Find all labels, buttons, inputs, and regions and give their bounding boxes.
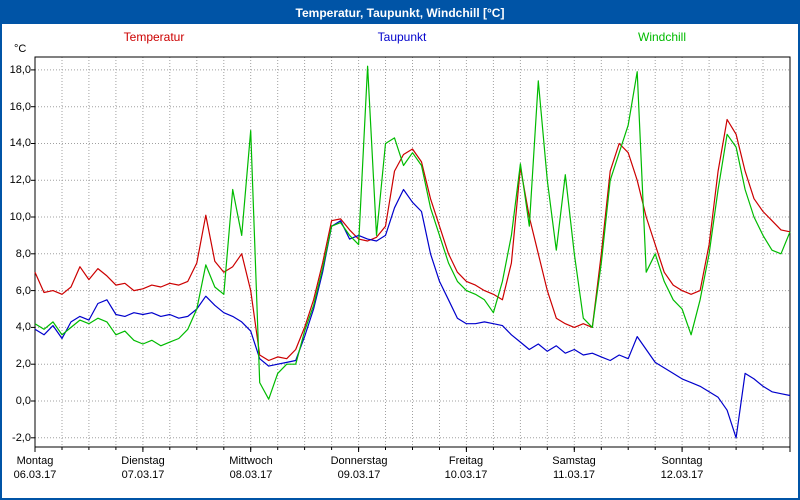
y-tick-label: 14,0 [9,137,31,149]
y-tick-label: 4,0 [15,321,31,333]
y-tick-label: 12,0 [9,174,31,186]
plot [31,56,791,452]
x-day-date: 11.03.17 [552,469,596,481]
y-axis-unit-label: °C [14,43,27,55]
x-day-label: Montag 06.03.17 [14,455,57,481]
x-day-date: 10.03.17 [444,469,488,481]
y-tick-label: 8,0 [15,248,31,260]
x-day-name: Freitag [448,455,484,467]
x-day-name: Mittwoch [229,455,273,467]
y-tick-label: 6,0 [15,285,31,297]
y-tick-label: 2,0 [15,358,31,370]
legend-item-taupunkt: Taupunkt [377,30,427,44]
x-day-label: Freitag 10.03.17 [445,455,488,481]
x-day-date: 12.03.17 [660,469,704,481]
chart-area: Temperatur Taupunkt Windchill °C 18,0 16,… [2,24,798,498]
y-tick-label: 18,0 [9,64,31,76]
x-day-label: Sonntag 12.03.17 [661,455,704,481]
x-day-label: Dienstag 07.03.17 [121,455,164,481]
x-day-date: 09.03.17 [337,469,381,481]
y-tick-label: 10,0 [9,211,31,223]
y-tick-label: -2,0 [12,432,31,444]
x-day-name: Donnerstag [330,455,388,467]
title-bar: Temperatur, Taupunkt, Windchill [°C] [2,2,798,24]
x-day-date: 08.03.17 [229,469,273,481]
x-day-date: 07.03.17 [121,469,165,481]
legend-item-temperatur: Temperatur [123,30,185,44]
y-tick-label: 16,0 [9,101,31,113]
x-day-name: Montag [16,455,54,467]
x-day-name: Samstag [552,455,596,467]
x-day-date: 06.03.17 [13,469,57,481]
x-day-label: Donnerstag 09.03.17 [331,455,388,481]
x-day-label: Mittwoch 08.03.17 [229,455,272,481]
window-title: Temperatur, Taupunkt, Windchill [°C] [295,6,505,20]
x-day-name: Sonntag [661,455,703,467]
legend-item-windchill: Windchill [637,30,687,44]
y-tick-label: 0,0 [15,395,31,407]
x-day-name: Dienstag [121,455,165,467]
x-day-label: Samstag 11.03.17 [552,455,595,481]
